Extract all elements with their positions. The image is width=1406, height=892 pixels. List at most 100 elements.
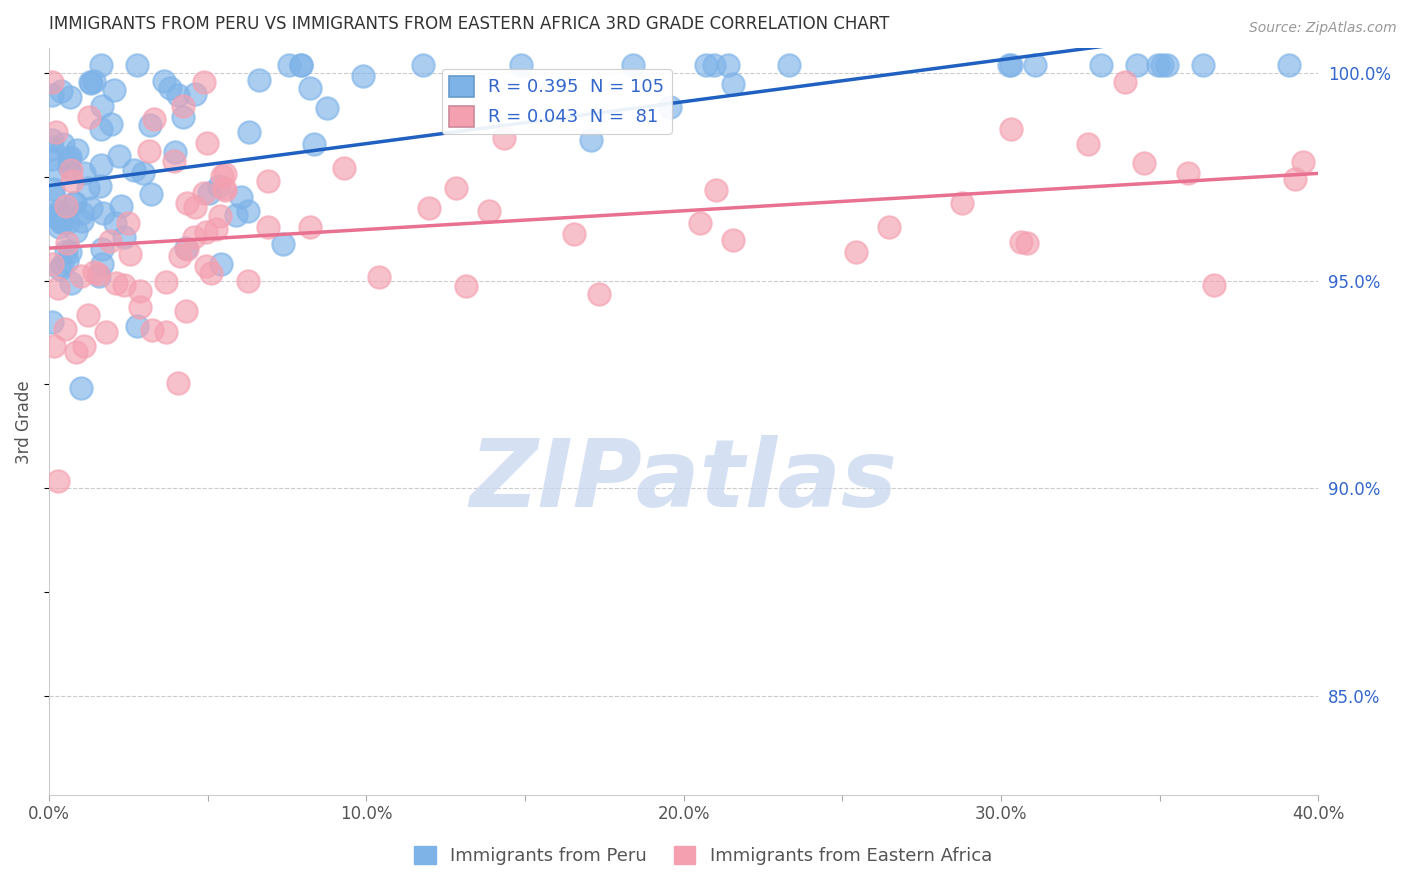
- Point: [225, 208, 247, 222]
- Point: [83, 74, 105, 88]
- Point: [108, 149, 131, 163]
- Point: [579, 133, 602, 147]
- Point: [103, 83, 125, 97]
- Point: [198, 186, 221, 200]
- Point: [316, 101, 339, 115]
- Point: [127, 58, 149, 72]
- Point: [94, 325, 117, 339]
- Point: [706, 183, 728, 197]
- Point: [302, 136, 325, 151]
- Point: [478, 203, 501, 218]
- Point: [100, 117, 122, 131]
- Point: [139, 187, 162, 202]
- Point: [55, 199, 77, 213]
- Legend: R = 0.395  N = 105, R = 0.043  N =  81: R = 0.395 N = 105, R = 0.043 N = 81: [441, 69, 672, 134]
- Point: [703, 58, 725, 72]
- Point: [41, 153, 63, 167]
- Point: [70, 380, 93, 394]
- Point: [176, 303, 198, 318]
- Point: [165, 145, 187, 159]
- Point: [1177, 166, 1199, 180]
- Point: [193, 75, 215, 89]
- Point: [70, 213, 93, 227]
- Point: [238, 125, 260, 139]
- Point: [200, 266, 222, 280]
- Point: [55, 244, 77, 259]
- Point: [48, 204, 70, 219]
- Point: [143, 112, 166, 127]
- Point: [214, 183, 236, 197]
- Point: [238, 274, 260, 288]
- Point: [90, 58, 112, 72]
- Point: [271, 237, 294, 252]
- Point: [333, 161, 356, 176]
- Point: [211, 169, 233, 184]
- Point: [73, 166, 96, 180]
- Point: [79, 75, 101, 89]
- Point: [63, 196, 86, 211]
- Point: [70, 268, 93, 283]
- Point: [998, 58, 1021, 72]
- Point: [689, 217, 711, 231]
- Point: [494, 131, 516, 145]
- Point: [167, 376, 190, 391]
- Point: [49, 84, 72, 98]
- Point: [125, 318, 148, 333]
- Point: [76, 308, 98, 322]
- Point: [510, 58, 533, 72]
- Point: [58, 160, 80, 174]
- Point: [238, 204, 260, 219]
- Point: [48, 220, 70, 235]
- Point: [1114, 75, 1136, 89]
- Point: [193, 186, 215, 201]
- Point: [209, 209, 232, 223]
- Point: [155, 275, 177, 289]
- Point: [183, 87, 205, 102]
- Point: [60, 174, 83, 188]
- Point: [159, 81, 181, 95]
- Point: [59, 150, 82, 164]
- Point: [72, 206, 94, 220]
- Point: [444, 181, 467, 195]
- Point: [214, 167, 236, 181]
- Point: [46, 210, 69, 224]
- Point: [723, 77, 745, 91]
- Point: [1192, 58, 1215, 72]
- Text: Source: ZipAtlas.com: Source: ZipAtlas.com: [1249, 21, 1396, 35]
- Point: [41, 87, 63, 102]
- Point: [56, 254, 79, 268]
- Point: [1292, 155, 1315, 169]
- Point: [195, 136, 218, 150]
- Point: [208, 178, 231, 193]
- Point: [1284, 171, 1306, 186]
- Point: [73, 339, 96, 353]
- Point: [454, 278, 477, 293]
- Point: [45, 124, 67, 138]
- Point: [844, 244, 866, 259]
- Point: [290, 58, 312, 72]
- Point: [104, 217, 127, 231]
- Point: [46, 474, 69, 488]
- Point: [45, 163, 67, 178]
- Point: [1000, 58, 1022, 72]
- Point: [172, 98, 194, 112]
- Point: [87, 268, 110, 283]
- Point: [1024, 58, 1046, 72]
- Point: [184, 200, 207, 214]
- Point: [42, 182, 65, 196]
- Point: [58, 152, 80, 166]
- Point: [91, 257, 114, 271]
- Point: [247, 72, 270, 87]
- Point: [44, 209, 66, 223]
- Point: [695, 58, 717, 72]
- Point: [49, 207, 72, 221]
- Point: [89, 178, 111, 193]
- Point: [46, 281, 69, 295]
- Point: [172, 110, 194, 124]
- Point: [298, 81, 321, 95]
- Point: [91, 99, 114, 113]
- Point: [77, 110, 100, 124]
- Point: [132, 166, 155, 180]
- Point: [60, 276, 83, 290]
- Point: [166, 88, 188, 103]
